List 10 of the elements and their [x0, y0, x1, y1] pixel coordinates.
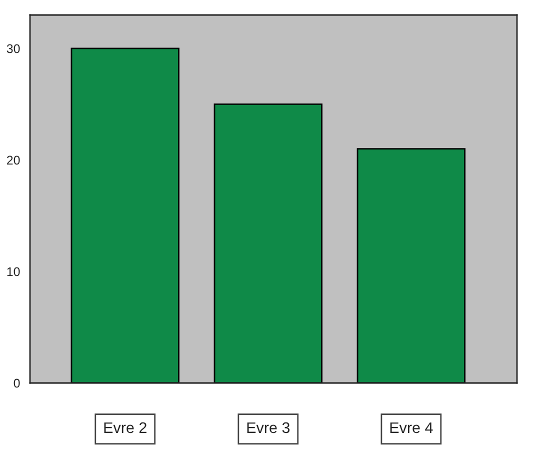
x-tick-label: Evre 2 [104, 422, 146, 434]
y-tick-label: 0 [14, 378, 20, 388]
x-tick-label: Evre 4 [390, 422, 433, 434]
y-tick-label: 30 [6, 44, 20, 54]
bar [356, 148, 466, 383]
y-tick-label: 20 [7, 156, 20, 165]
y-tick-label: 10 [7, 267, 20, 276]
bar [70, 48, 180, 383]
x-tick-label: Evre 3 [247, 422, 290, 434]
bar [214, 104, 322, 383]
